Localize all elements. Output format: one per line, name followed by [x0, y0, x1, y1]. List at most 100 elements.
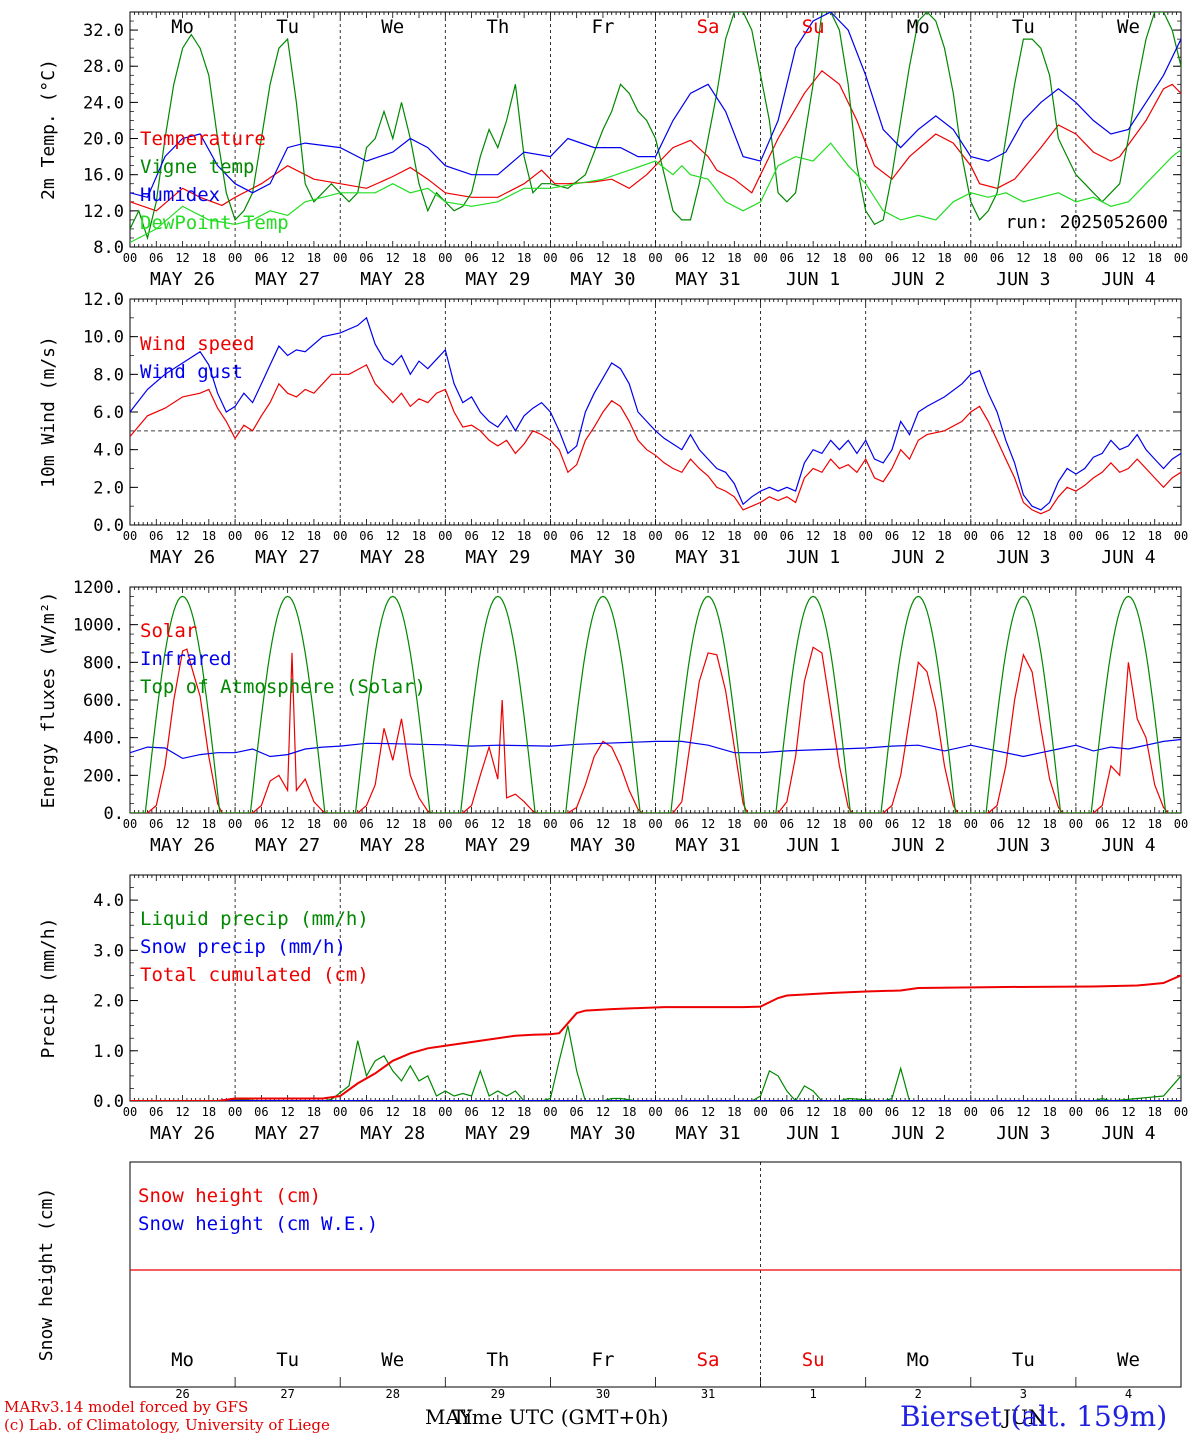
x-tick-label: 00 [858, 1105, 872, 1119]
x-tick-label: 06 [464, 1105, 478, 1119]
legend-entry: Total cumulated (cm) [140, 964, 369, 986]
x-tick-label: 12 [1121, 529, 1135, 543]
x-tick-label: 06 [780, 817, 794, 831]
x-tick-label: 12 [701, 529, 715, 543]
x-tick-label: 06 [780, 251, 794, 265]
weekday-label: Fr [592, 16, 615, 38]
x-tick-label: 00 [123, 529, 137, 543]
x-tick-label: 18 [412, 251, 426, 265]
weekday-label: Mo [907, 16, 930, 38]
x-tick-label: 12 [386, 529, 400, 543]
y-tick-label: 16.0 [83, 166, 124, 186]
legend-entry: Humidex [140, 184, 220, 206]
series-line [130, 12, 1181, 199]
weekday-label: Tu [1012, 1349, 1035, 1371]
x-tick-label: 00 [648, 251, 662, 265]
x-tick-label: 12 [596, 1105, 610, 1119]
series-line [130, 142, 1181, 244]
x-tick-label: 06 [149, 251, 163, 265]
series-area [130, 316, 1181, 515]
x-tick-label: 06 [885, 817, 899, 831]
day-number-label: 1 [810, 1387, 817, 1401]
x-tick-label: 18 [727, 1105, 741, 1119]
x-tick-label: 18 [412, 1105, 426, 1119]
date-label: MAY 27 [255, 547, 320, 568]
x-tick-label: 12 [1121, 817, 1135, 831]
date-label: JUN 3 [996, 1123, 1050, 1144]
date-label: JUN 3 [996, 269, 1050, 290]
x-tick-label: 06 [675, 1105, 689, 1119]
x-tick-label: 00 [333, 1105, 347, 1119]
x-tick-label: 06 [254, 1105, 268, 1119]
x-tick-label: 00 [1174, 817, 1188, 831]
panel-5: Snow height (cm) Snow height (cm) Snow hei… [36, 1161, 1182, 1388]
weekday-label: Su [802, 1349, 825, 1371]
x-tick-label: 00 [123, 251, 137, 265]
date-label: MAY 27 [255, 835, 320, 856]
x-tick-label: 00 [1174, 1105, 1188, 1119]
location-label: Bierset (alt. 159m) [900, 1400, 1168, 1433]
weekday-label: Sa [697, 16, 720, 38]
date-label: JUN 4 [1101, 269, 1155, 290]
legend-entry: Temperature [140, 128, 266, 150]
date-label: MAY 29 [465, 269, 530, 290]
x-tick-label: 06 [885, 529, 899, 543]
x-tick-label: 12 [806, 251, 820, 265]
date-label: JUN 1 [786, 269, 840, 290]
x-tick-label: 12 [1016, 1105, 1030, 1119]
x-tick-label: 06 [780, 529, 794, 543]
x-tick-label: 12 [701, 817, 715, 831]
x-tick-label: 18 [412, 817, 426, 831]
panel-1: 00 06 12 18 00 06 12 18 00 06 12 18 00 06 12 18 00 06 12 18… [38, 11, 1188, 290]
x-tick-label: 18 [622, 1105, 636, 1119]
y-tick-label: 12.0 [83, 290, 124, 310]
date-label: JUN 1 [786, 835, 840, 856]
y-tick-label: 600. [83, 691, 124, 711]
x-tick-label: 06 [359, 1105, 373, 1119]
x-tick-label: 12 [806, 817, 820, 831]
legend-entry: Wind speed [140, 333, 254, 355]
day-number-label: 3 [1020, 1387, 1027, 1401]
x-tick-label: 18 [202, 529, 216, 543]
model-credit-line2: (c) Lab. of Climatology, University of L… [4, 1416, 330, 1434]
x-tick-label: 06 [359, 817, 373, 831]
x-tick-label: 06 [885, 1105, 899, 1119]
y-tick-label: 800. [83, 653, 124, 673]
x-tick-label: 18 [1042, 817, 1056, 831]
date-label: JUN 2 [891, 835, 945, 856]
x-tick-label: 18 [202, 251, 216, 265]
x-tick-label: 18 [1147, 817, 1161, 831]
x-tick-label: 06 [254, 529, 268, 543]
model-credit-line1: MARv3.14 model forced by GFS [4, 1398, 249, 1416]
x-tick-label: 12 [175, 1105, 189, 1119]
legend-entry: Top of Atmosphere (Solar) [140, 676, 426, 698]
day-number-label: 27 [280, 1387, 294, 1401]
x-tick-label: 00 [438, 817, 452, 831]
series-area [130, 974, 1181, 1101]
date-label: MAY 30 [570, 547, 635, 568]
x-tick-label: 12 [911, 529, 925, 543]
x-tick-label: 18 [832, 1105, 846, 1119]
x-tick-label: 00 [964, 251, 978, 265]
x-tick-label: 06 [359, 529, 373, 543]
day-number-label: 28 [386, 1387, 400, 1401]
weekday-label: Mo [171, 16, 194, 38]
y-tick-label: 400. [83, 729, 124, 749]
y-tick-label: 3.0 [93, 941, 124, 961]
date-label: MAY 28 [360, 835, 425, 856]
x-tick-label: 00 [648, 1105, 662, 1119]
x-tick-label: 06 [1095, 251, 1109, 265]
month-label-jun: JUN [1003, 1405, 1046, 1429]
x-tick-label: 12 [1016, 817, 1030, 831]
bottom-day-labels: Mo Tu We Th Fr Sa Su Mo Tu We 26 27 28 29 30 31 1 2 3 4 [130, 1349, 1181, 1401]
date-label: MAY 31 [676, 269, 741, 290]
x-tick-label: 12 [280, 1105, 294, 1119]
weekday-label: We [381, 16, 404, 38]
y-tick-label: 1000. [73, 616, 124, 636]
panel-3: 00 06 12 18 00 06 12 18 00 06 12 18 00 06 12 18 00 06 12 18… [38, 578, 1188, 856]
x-tick-label: 00 [858, 817, 872, 831]
day-number-label: 31 [701, 1387, 715, 1401]
date-label: MAY 27 [255, 1123, 320, 1144]
x-tick-label: 00 [543, 529, 557, 543]
x-tick-label: 12 [1016, 529, 1030, 543]
